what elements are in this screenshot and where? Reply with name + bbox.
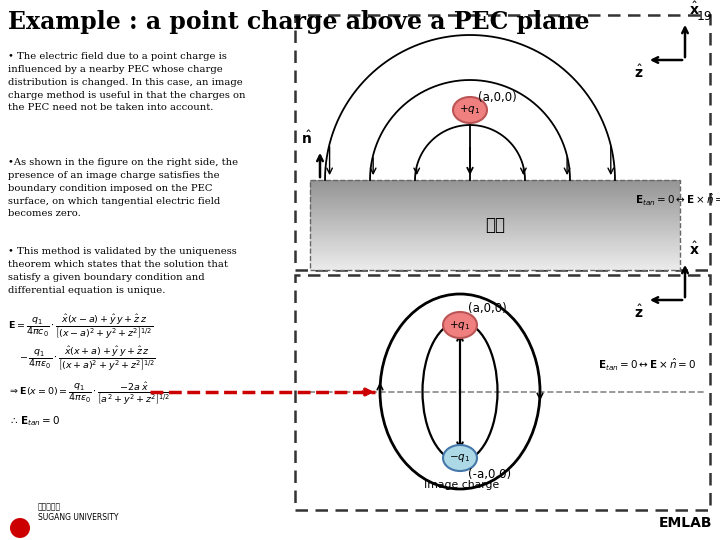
Text: $\Rightarrow \mathbf{E}(x=0) = \dfrac{q_1}{4\pi\varepsilon_0} \cdot \dfrac{-2a\,: $\Rightarrow \mathbf{E}(x=0) = \dfrac{q_… xyxy=(8,380,171,407)
Text: • This method is validated by the uniqueness
theorem which states that the solut: • This method is validated by the unique… xyxy=(8,247,237,294)
Text: (-a,0,0): (-a,0,0) xyxy=(468,468,511,481)
Text: Example : a point charge above a PEC plane: Example : a point charge above a PEC pla… xyxy=(8,10,590,34)
Bar xyxy=(295,275,710,510)
Text: $\quad -\dfrac{q_1}{4\pi\varepsilon_0} \cdot \dfrac{\hat{x}(x+a)+\hat{y}\,y+\hat: $\quad -\dfrac{q_1}{4\pi\varepsilon_0} \… xyxy=(8,344,156,373)
Ellipse shape xyxy=(453,97,487,123)
Text: (a,0,0): (a,0,0) xyxy=(468,302,507,315)
Text: 도체: 도체 xyxy=(485,216,505,234)
Text: (a,0,0): (a,0,0) xyxy=(478,91,517,104)
Text: • The electric field due to a point charge is
influenced by a nearby PEC whose c: • The electric field due to a point char… xyxy=(8,52,246,112)
Text: $\hat{\mathbf{n}}$: $\hat{\mathbf{n}}$ xyxy=(301,130,312,147)
Circle shape xyxy=(10,518,30,538)
Text: 서강대학교
SUGANG UNIVERSITY: 서강대학교 SUGANG UNIVERSITY xyxy=(38,503,119,522)
Text: $\hat{\mathbf{x}}$: $\hat{\mathbf{x}}$ xyxy=(689,241,700,258)
Bar xyxy=(310,180,680,270)
Text: $\mathbf{E} = \dfrac{q_1}{4\pi c_0} \cdot \dfrac{\hat{x}(x-a)+\hat{y}\,y+\hat{z}: $\mathbf{E} = \dfrac{q_1}{4\pi c_0} \cdo… xyxy=(8,312,153,341)
Text: $\hat{\mathbf{x}}$: $\hat{\mathbf{x}}$ xyxy=(689,1,700,18)
Text: Image charge: Image charge xyxy=(424,480,500,490)
Ellipse shape xyxy=(443,445,477,471)
Text: EMLAB: EMLAB xyxy=(659,516,712,530)
Ellipse shape xyxy=(443,312,477,338)
Text: $\therefore\,\mathbf{E}_{tan} = 0$: $\therefore\,\mathbf{E}_{tan} = 0$ xyxy=(8,414,60,428)
Text: $\hat{\mathbf{z}}$: $\hat{\mathbf{z}}$ xyxy=(634,64,643,81)
Text: $\mathbf{E}_{tan}=0\leftrightarrow\mathbf{E}\times\hat{n}=0$: $\mathbf{E}_{tan}=0\leftrightarrow\mathb… xyxy=(635,192,720,208)
Text: $+q_1$: $+q_1$ xyxy=(459,104,481,117)
Text: $+q_1$: $+q_1$ xyxy=(449,319,471,332)
Text: $\mathbf{E}_{tan}=0\leftrightarrow\mathbf{E}\times\hat{n}=0$: $\mathbf{E}_{tan}=0\leftrightarrow\mathb… xyxy=(598,357,696,373)
Text: $-q_1$: $-q_1$ xyxy=(449,452,471,464)
Text: $\hat{\mathbf{z}}$: $\hat{\mathbf{z}}$ xyxy=(634,304,643,321)
Text: •As shown in the figure on the right side, the
presence of an image charge satis: •As shown in the figure on the right sid… xyxy=(8,158,238,218)
Text: 19: 19 xyxy=(696,10,712,23)
Bar xyxy=(295,15,710,270)
